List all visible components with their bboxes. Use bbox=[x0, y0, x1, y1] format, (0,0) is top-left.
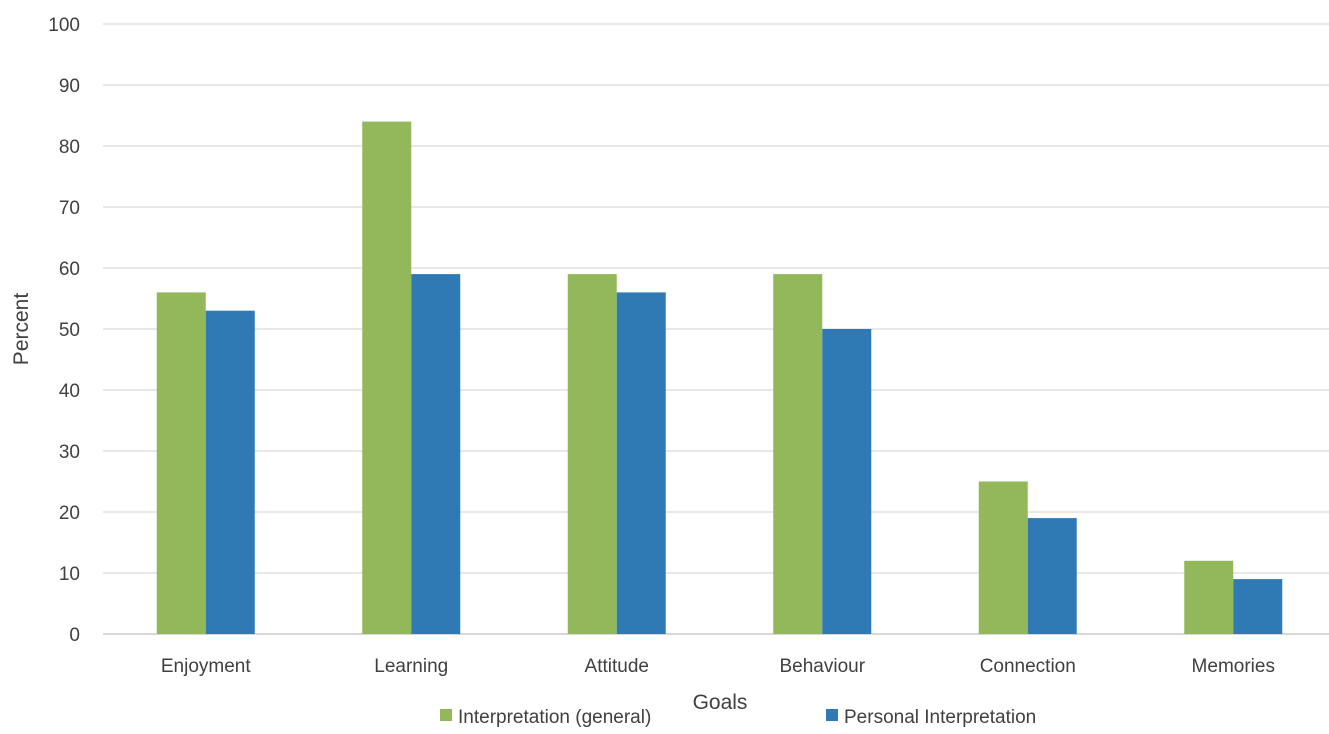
x-tick-label: Attitude bbox=[585, 656, 649, 677]
bar-memories-series-2 bbox=[1233, 579, 1283, 634]
y-tick-label: 20 bbox=[59, 503, 80, 524]
y-tick-label: 60 bbox=[59, 259, 80, 280]
y-tick-label: 100 bbox=[48, 15, 80, 36]
bar-memories-series-1 bbox=[1184, 560, 1234, 634]
bar-connection-series-2 bbox=[1027, 518, 1077, 634]
legend-swatch-2 bbox=[826, 709, 838, 721]
legend-swatch-1 bbox=[440, 709, 452, 721]
bar-enjoyment-series-2 bbox=[205, 310, 255, 634]
y-tick-label: 50 bbox=[59, 320, 80, 341]
legend-label-1: Interpretation (general) bbox=[458, 707, 651, 728]
y-tick-label: 70 bbox=[59, 198, 80, 219]
bar-connection-series-1 bbox=[978, 481, 1028, 634]
bar-behaviour-series-1 bbox=[773, 274, 823, 634]
x-tick-label: Memories bbox=[1192, 656, 1275, 677]
bar-learning-series-1 bbox=[362, 121, 412, 635]
legend-label-2: Personal Interpretation bbox=[844, 707, 1036, 728]
gridlines bbox=[103, 23, 1329, 635]
bars bbox=[156, 121, 1283, 635]
y-tick-label: 0 bbox=[69, 625, 80, 646]
y-tick-label: 30 bbox=[59, 442, 80, 463]
x-tick-label: Learning bbox=[374, 656, 448, 677]
x-tick-label: Enjoyment bbox=[161, 656, 251, 677]
x-tick-label: Connection bbox=[980, 656, 1076, 677]
x-axis-title: Goals bbox=[693, 691, 748, 714]
tick-labels: 0 10 20 30 40 50 60 70 80 90 100 Enjoyment Learning A… bbox=[48, 15, 1275, 677]
bar-attitude-series-1 bbox=[567, 274, 617, 634]
y-tick-label: 40 bbox=[59, 381, 80, 402]
bar-enjoyment-series-1 bbox=[156, 292, 206, 634]
y-tick-label: 90 bbox=[59, 76, 80, 97]
y-axis-title: Percent bbox=[10, 293, 33, 366]
bar-attitude-series-2 bbox=[616, 292, 666, 634]
y-tick-label: 80 bbox=[59, 137, 80, 158]
bar-learning-series-2 bbox=[411, 274, 461, 634]
y-tick-label: 10 bbox=[59, 564, 80, 585]
x-tick-label: Behaviour bbox=[779, 656, 865, 677]
bar-behaviour-series-2 bbox=[822, 329, 872, 634]
legend: Interpretation (general) Personal Interpr… bbox=[440, 707, 1036, 728]
